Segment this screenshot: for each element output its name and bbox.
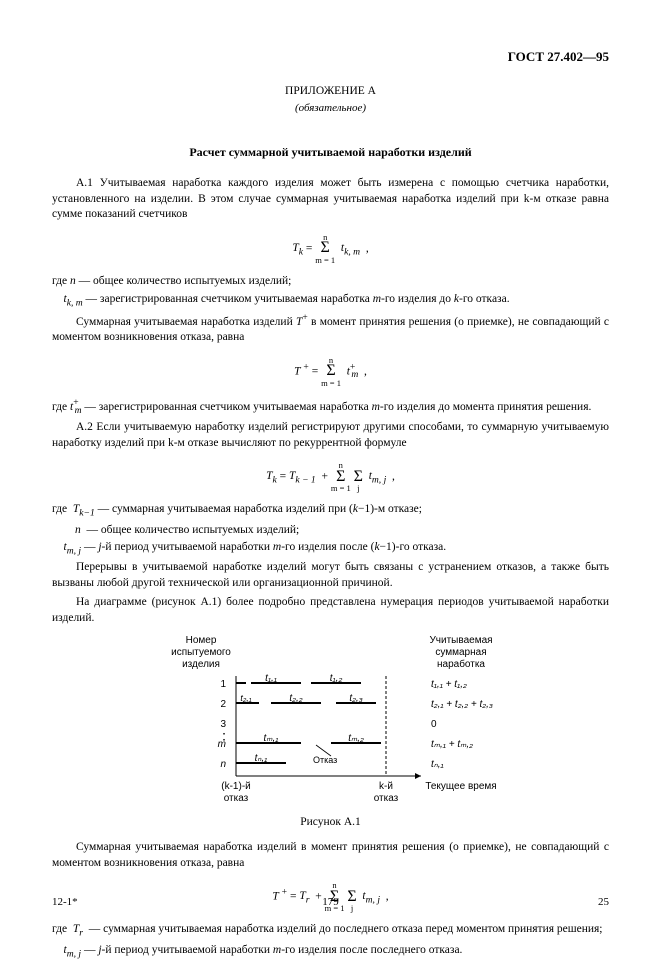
svg-text:2: 2 [220, 699, 226, 710]
svg-text:t₁,₁ + t₁,₂: t₁,₁ + t₁,₂ [431, 679, 467, 690]
svg-text:t₂,₁ + t₂,₂ + t₂,₃: t₂,₁ + t₂,₂ + t₂,₃ [431, 699, 493, 710]
sum-lower: m = 1 [331, 484, 351, 493]
svg-text:Текущее время: Текущее время [425, 781, 496, 792]
svg-text:наработка: наработка [436, 658, 484, 670]
a2-p2: Перерывы в учитываемой наработке изделий… [52, 560, 609, 591]
appendix-name: ПРИЛОЖЕНИЕ А [52, 84, 609, 100]
svg-text:tₘ,₁: tₘ,₁ [263, 733, 278, 744]
svg-text:t₂,₁: t₂,₁ [240, 693, 251, 703]
svg-text:Номер: Номер [185, 635, 216, 646]
footer: 12-1* 179 25 [52, 895, 609, 910]
afterfig-p1: Суммарная учитываемая наработка изделий … [52, 840, 609, 871]
svg-text:tₙ,₁: tₙ,₁ [254, 753, 267, 764]
page: ГОСТ 27.402—95 ПРИЛОЖЕНИЕ А (обязательно… [0, 0, 661, 936]
where-n2: n — общее количество испытуемых изделий; [52, 523, 609, 539]
where-tmj2: tm, j — j-й период учитываемой наработки… [52, 943, 609, 961]
a2-p3: На диаграмме (рисунок А.1) более подробн… [52, 595, 609, 626]
sum-lower: m = 1 [321, 379, 341, 388]
svg-text:t₂,₂: t₂,₂ [289, 693, 302, 704]
svg-text:t₁,₂: t₁,₂ [329, 673, 342, 684]
svg-text:t₂,₃: t₂,₃ [349, 693, 362, 704]
where-tmj: tm, j — j-й период учитываемой наработки… [52, 540, 609, 558]
svg-text:tₘ,₂: tₘ,₂ [348, 733, 364, 744]
formula-2: T + = n Σ m = 1 t+m , [52, 356, 609, 387]
where-Tr: где Tr — суммарная учитываемая наработка… [52, 922, 609, 940]
where-Tk1: где Tk−1 — суммарная учитываемая наработ… [52, 502, 609, 520]
svg-text:Учитываемая: Учитываемая [429, 635, 492, 646]
svg-text:(k-1)-й: (k-1)-й [221, 781, 250, 792]
svg-text:суммарная: суммарная [435, 647, 486, 658]
svg-text:tₘ,₁ + tₘ,₂: tₘ,₁ + tₘ,₂ [431, 739, 473, 750]
where-n: где n — общее количество испытуемых изде… [52, 274, 609, 290]
svg-text:k-й: k-й [379, 781, 393, 792]
svg-text:0: 0 [431, 719, 437, 730]
figure-a1: Номер испытуемого изделия Учитываемая су… [131, 631, 531, 811]
formula-3: Tk = Tk − 1 + n Σ m = 1 Σ j tm, j , [52, 461, 609, 492]
where-tmplus: где t+m — зарегистрированная счетчиком у… [52, 397, 609, 418]
figure-caption: Рисунок А.1 [52, 815, 609, 831]
appendix-mandatory: (обязательное) [52, 101, 609, 116]
svg-text:Отказ: Отказ [313, 755, 337, 765]
sum-lower: j [354, 484, 363, 493]
formula-1: Tk = n Σ m = 1 tk, m , [52, 233, 609, 264]
svg-text:отказ: отказ [373, 793, 398, 804]
a2-p1: А.2 Если учитываемую наработку изделий р… [52, 420, 609, 451]
sum-lower: m = 1 [315, 256, 335, 265]
svg-text:изделия: изделия [182, 659, 220, 670]
svg-text:t₁,₁: t₁,₁ [265, 673, 277, 684]
where-tkm: tk, m — зарегистрированная счетчиком учи… [52, 292, 609, 310]
svg-text:n: n [220, 759, 226, 770]
header-gost: ГОСТ 27.402—95 [52, 48, 609, 66]
svg-text:1: 1 [220, 679, 226, 690]
svg-text:tₙ,₁: tₙ,₁ [431, 759, 444, 770]
a1-p1: А.1 Учитываемая наработка каждого издели… [52, 176, 609, 223]
footer-center: 179 [52, 895, 609, 910]
a1-p2: Суммарная учитываемая наработка изделий … [52, 312, 609, 346]
svg-text:m: m [217, 739, 225, 750]
section-title: Расчет суммарной учитываемой наработки и… [52, 144, 609, 160]
svg-text:отказ: отказ [223, 793, 248, 804]
svg-text:испытуемого: испытуемого [171, 647, 231, 658]
